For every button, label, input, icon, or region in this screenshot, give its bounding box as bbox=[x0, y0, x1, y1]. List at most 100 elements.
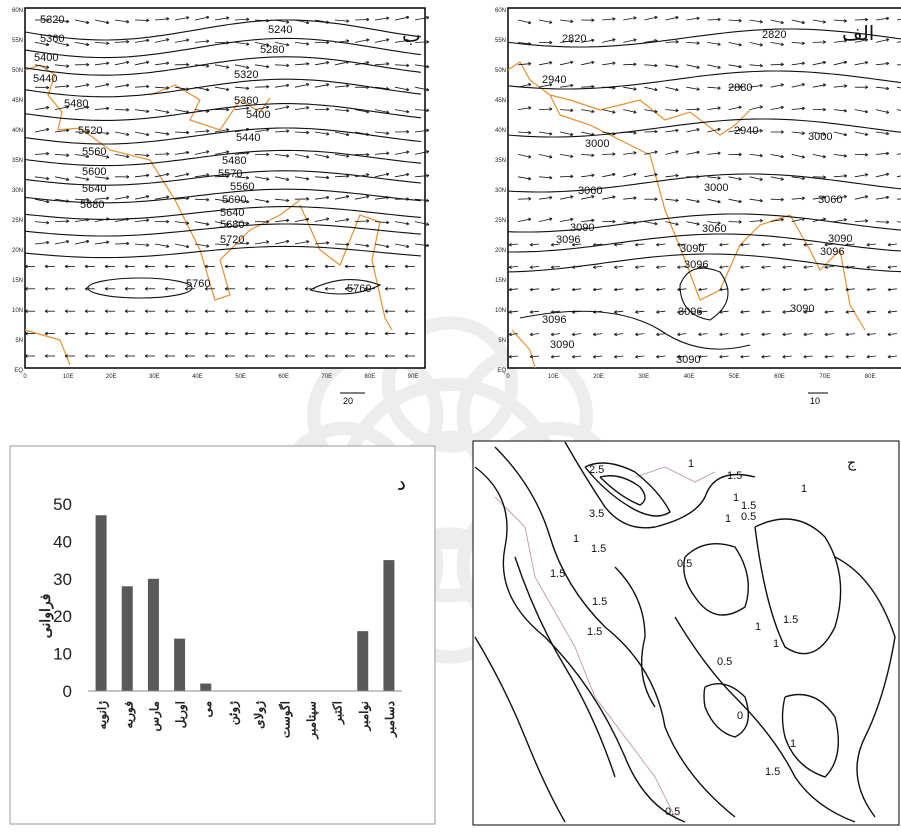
map-alef-scale-label: 10 bbox=[810, 396, 820, 406]
map-alef-lon-label-7: 70E bbox=[820, 374, 831, 380]
map-b-contour-label-1: 5360 bbox=[40, 33, 64, 45]
map-b-contour-label-2: 5400 bbox=[34, 52, 58, 64]
map-j-contour-label-20: 1 bbox=[790, 738, 796, 750]
map-b-vector-16 bbox=[355, 19, 369, 20]
map-alef-lon-label-6: 60E bbox=[774, 374, 785, 380]
map-j-contour-label-10: 1.5 bbox=[741, 500, 756, 512]
bar-chart-xtick-1: فوریه bbox=[121, 701, 136, 729]
map-alef-corner-label: الف bbox=[842, 21, 874, 45]
map-alef-contour-label-9: 3060 bbox=[818, 194, 842, 206]
map-b-contour-label-17: 5570 bbox=[218, 168, 242, 180]
map-b-lat-label-12: EQ bbox=[14, 368, 23, 374]
bar-chart-xtick-3: اوریل bbox=[174, 701, 189, 728]
map-alef-lat-label-12: EQ bbox=[497, 368, 506, 374]
map-alef-contour-label-4: 2940 bbox=[734, 125, 758, 137]
map-b-lat-label-0: 60N bbox=[12, 8, 23, 14]
bar-chart-ytick-1: 10 bbox=[53, 645, 72, 664]
map-b-contour-label-8: 5640 bbox=[82, 183, 106, 195]
map-j-contour-label-16: 0.5 bbox=[717, 656, 732, 668]
map-j-contour-label-1: 3.5 bbox=[589, 508, 604, 520]
map-alef-contour-label-7: 3060 bbox=[578, 185, 602, 197]
map-b-lat-label-9: 15N bbox=[12, 278, 23, 284]
map-b-lat-label-1: 55N bbox=[12, 38, 23, 44]
map-j-contour-label-7: 1 bbox=[573, 533, 579, 545]
bar-4 bbox=[200, 684, 211, 691]
map-b-vector-71 bbox=[255, 87, 269, 88]
map-b-contour-label-3: 5440 bbox=[33, 73, 57, 85]
map-alef-lat-label-11: 5N bbox=[498, 338, 506, 344]
map-alef-contour-label-2: 2940 bbox=[542, 74, 566, 86]
map-b-contour-label-7: 5600 bbox=[82, 166, 106, 178]
map-j-contour-label-19: 1 bbox=[773, 638, 779, 650]
map-j-corner-label: ج bbox=[847, 455, 857, 471]
bar-chart-ytick-0: 0 bbox=[63, 682, 72, 701]
map-j-contour-label-3: 1.5 bbox=[727, 470, 742, 482]
map-alef-lat-label-8: 20N bbox=[495, 248, 506, 254]
map-j-contour-label-22: 0.5 bbox=[665, 806, 680, 818]
map-b-lon-label-0: 0 bbox=[23, 374, 27, 380]
map-alef-contour-label-6: 3000 bbox=[808, 131, 832, 143]
map-b-contour-label-5: 5520 bbox=[78, 125, 102, 137]
map-alef-contour-label-10: 3090 bbox=[570, 222, 594, 234]
map-alef-contour-label-12: 3060 bbox=[702, 223, 726, 235]
map-alef-lon-label-3: 30E bbox=[638, 374, 649, 380]
map-b-contour-label-23: 5760 bbox=[186, 278, 210, 290]
map-b-lat-label-8: 20N bbox=[12, 248, 23, 254]
map-alef-lat-label-9: 15N bbox=[495, 278, 506, 284]
map-j-contour-label-9: 1 bbox=[725, 513, 731, 525]
map-b-contour-label-4: 5480 bbox=[64, 98, 88, 110]
bar-chart-ytick-3: 30 bbox=[53, 570, 72, 589]
map-alef-lon-label-0: 0 bbox=[506, 374, 510, 380]
bar-2 bbox=[148, 579, 159, 691]
bar-chart-xtick-5: ژوئن bbox=[226, 701, 241, 725]
map-b-lon-label-5: 50E bbox=[235, 374, 246, 380]
map-b-contour-label-0: 5320 bbox=[40, 14, 64, 26]
map-alef-lat-label-3: 45N bbox=[495, 98, 506, 104]
map-b-lat-label-3: 45N bbox=[12, 98, 23, 104]
map-b-svg: 5320536054005440548055205560560056405680… bbox=[0, 0, 440, 410]
map-j-contour-label-15: 1 bbox=[755, 621, 761, 633]
map-b-vector-181 bbox=[55, 221, 69, 222]
bar-1 bbox=[122, 586, 133, 691]
bar-chart-xtick-8: سپتامبر bbox=[304, 701, 319, 740]
map-alef-lon-label-4: 40E bbox=[684, 374, 695, 380]
map-j-contour-label-14: 1.5 bbox=[783, 614, 798, 626]
map-b-lon-label-4: 40E bbox=[192, 374, 203, 380]
map-j-contour-label-4: 1 bbox=[733, 492, 739, 504]
map-b-contour-label-11: 5280 bbox=[260, 44, 284, 56]
map-alef-contour-label-8: 3000 bbox=[704, 182, 728, 194]
bar-3 bbox=[174, 639, 185, 691]
bar-chart-ylabel: فراوانی bbox=[37, 594, 54, 639]
map-alef-contour-label-19: 3096 bbox=[678, 306, 702, 318]
map-b-contour-label-18: 5560 bbox=[230, 181, 254, 193]
map-alef-contour-label-17: 3096 bbox=[542, 314, 566, 326]
map-b-corner-label: ب bbox=[402, 23, 421, 47]
map-b-contour-label-12: 5320 bbox=[234, 69, 258, 81]
map-alef-lon-label-5: 50E bbox=[729, 374, 740, 380]
bar-chart-ytick-2: 20 bbox=[53, 607, 72, 626]
map-alef-lat-label-4: 40N bbox=[495, 128, 506, 134]
map-b-contour-label-6: 5560 bbox=[82, 146, 106, 158]
bar-chart-xtick-11: دسامبر bbox=[383, 701, 398, 738]
map-b-lon-label-6: 60E bbox=[278, 374, 289, 380]
map-b-lon-label-8: 80E bbox=[365, 374, 376, 380]
map-alef-contour-label-0: 2820 bbox=[562, 33, 586, 45]
map-b-contour-label-16: 5480 bbox=[222, 155, 246, 167]
map-b-lat-label-4: 40N bbox=[12, 128, 23, 134]
bar-chart-xtick-0: ژانویه bbox=[95, 701, 110, 730]
map-b-contour-label-24: 5760 bbox=[347, 283, 371, 295]
map-j-contour-label-18: 1.5 bbox=[587, 626, 602, 638]
map-b-lon-label-3: 30E bbox=[149, 374, 160, 380]
map-alef-contour-label-21: 3090 bbox=[676, 354, 700, 366]
bar-chart-xtick-7: اگوست bbox=[277, 701, 293, 738]
bar-chart-xtick-9: اکتبر bbox=[331, 701, 346, 725]
map-j-contour-label-2: 1 bbox=[688, 458, 694, 470]
map-j-contour-label-8: 1.5 bbox=[550, 568, 565, 580]
map-alef-lon-label-1: 10E bbox=[548, 374, 559, 380]
map-j-contour-label-12: 1.5 bbox=[592, 596, 607, 608]
map-b-lat-label-2: 50N bbox=[12, 68, 23, 74]
map-alef-lon-label-8: 80E bbox=[865, 374, 876, 380]
bar-chart-xtick-6: ژولای bbox=[252, 701, 267, 729]
